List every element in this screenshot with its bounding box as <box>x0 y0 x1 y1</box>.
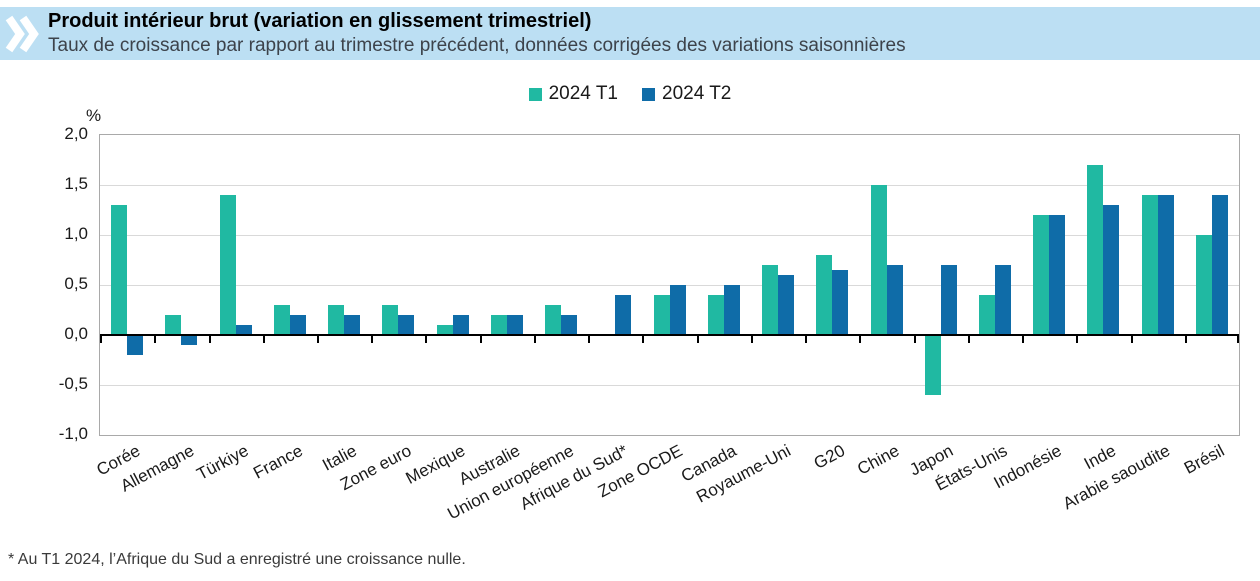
footnote: * Au T1 2024, l’Afrique du Sud a enregis… <box>8 551 466 568</box>
y-axis-unit-label: % <box>86 106 102 125</box>
x-axis-tick <box>100 336 102 343</box>
bar-2024-t2-13 <box>832 270 849 335</box>
bar-2024-t2-6 <box>452 315 469 335</box>
bar-2024-t2-7 <box>506 315 523 335</box>
bar-2024-t1-10 <box>653 295 670 335</box>
bar-2024-t2-10 <box>669 285 686 335</box>
x-axis-tick <box>1184 336 1187 343</box>
bar-2024-t2-20 <box>1211 195 1228 335</box>
bar-2024-t2-0 <box>127 335 144 355</box>
x-axis-tick <box>642 336 645 343</box>
bar-2024-t1-14 <box>870 185 887 335</box>
bar-2024-t2-12 <box>778 275 794 335</box>
bar-2024-t1-6 <box>436 325 453 335</box>
bar-2024-t1-15 <box>924 335 941 395</box>
bar-2024-t1-2 <box>219 195 236 335</box>
gridline <box>100 235 1239 236</box>
legend-item-1: 2024 T1 <box>528 83 618 105</box>
bar-2024-t1-17 <box>1033 215 1050 335</box>
x-axis-tick <box>479 336 482 343</box>
x-axis-tick <box>1130 336 1133 343</box>
x-axis-tick <box>208 336 211 343</box>
gridline <box>100 185 1239 186</box>
x-axis-tick <box>1076 336 1079 343</box>
bar-2024-t1-13 <box>816 255 833 335</box>
x-axis-tick <box>913 336 916 343</box>
x-category-label: France <box>250 441 306 483</box>
double-chevron-right-icon <box>5 15 39 53</box>
x-axis-tick <box>967 336 970 343</box>
header-band: Produit intérieur brut (variation en gli… <box>0 7 1260 60</box>
x-axis-tick <box>317 336 319 343</box>
plot-area <box>99 134 1240 436</box>
chart-title: Produit intérieur brut (variation en gli… <box>48 10 592 32</box>
x-category-label: Brésil <box>1181 441 1228 478</box>
x-category-label: G20 <box>810 441 849 473</box>
bar-2024-t2-8 <box>561 315 577 335</box>
bar-2024-t2-16 <box>994 265 1011 335</box>
x-axis-tick <box>750 336 753 343</box>
y-tick-label: -0,5 <box>58 374 88 393</box>
y-tick-label: -1,0 <box>58 424 88 443</box>
x-axis-tick <box>588 336 591 343</box>
x-category-label: Arabie saoudite <box>1060 441 1174 514</box>
y-tick-label: 1,5 <box>64 174 88 193</box>
bar-2024-t1-20 <box>1195 235 1212 335</box>
bar-2024-t2-5 <box>398 315 415 335</box>
bar-2024-t2-14 <box>886 265 903 335</box>
bar-2024-t1-8 <box>545 305 561 335</box>
bar-2024-t1-19 <box>1141 195 1158 335</box>
y-tick-label: 2,0 <box>64 124 88 143</box>
bar-2024-t1-18 <box>1087 165 1104 335</box>
bar-2024-t2-1 <box>181 335 198 345</box>
bar-2024-t2-2 <box>235 325 252 335</box>
x-axis-tick <box>805 336 808 343</box>
y-tick-label: 1,0 <box>64 224 88 243</box>
x-axis-tick <box>154 336 157 343</box>
bar-2024-t2-18 <box>1103 205 1120 335</box>
bar-2024-t1-1 <box>165 315 182 335</box>
chart-subtitle: Taux de croissance par rapport au trimes… <box>48 35 906 56</box>
x-axis-tick <box>262 336 265 343</box>
legend-swatch <box>642 87 655 101</box>
bar-2024-t2-11 <box>723 285 740 335</box>
bar-2024-t2-9 <box>615 295 632 335</box>
bar-2024-t2-3 <box>289 315 306 335</box>
bar-2024-t1-4 <box>328 305 345 335</box>
x-axis-tick <box>1237 336 1239 343</box>
legend-item-2: 2024 T2 <box>642 83 731 105</box>
legend-label: 2024 T2 <box>662 83 732 104</box>
bar-2024-t1-11 <box>707 295 724 335</box>
x-axis-tick <box>371 336 374 343</box>
x-axis-tick <box>533 336 536 343</box>
x-axis-tick <box>425 336 428 343</box>
legend: 2024 T1 2024 T2 <box>0 83 1260 105</box>
x-category-label: Türkiye <box>193 441 252 484</box>
gridline <box>100 385 1239 386</box>
bar-2024-t1-0 <box>111 205 128 335</box>
x-axis-tick <box>696 336 699 343</box>
bar-2024-t2-19 <box>1157 195 1174 335</box>
x-category-label: Chine <box>854 441 903 479</box>
bar-2024-t1-16 <box>978 295 995 335</box>
y-tick-label: 0,0 <box>64 324 88 343</box>
bar-2024-t2-17 <box>1049 215 1066 335</box>
bar-2024-t1-7 <box>490 315 507 335</box>
legend-swatch <box>528 87 542 101</box>
bar-2024-t1-12 <box>762 265 778 335</box>
bar-2024-t1-3 <box>273 305 290 335</box>
legend-label: 2024 T1 <box>548 83 618 104</box>
bar-2024-t1-5 <box>382 305 399 335</box>
x-category-label: Mexique <box>402 441 469 488</box>
zero-axis-line <box>100 334 1239 336</box>
bar-2024-t2-4 <box>344 315 361 335</box>
bar-2024-t2-15 <box>940 265 957 335</box>
x-axis-tick <box>859 336 862 343</box>
x-axis-tick <box>1022 336 1024 343</box>
y-tick-label: 0,5 <box>64 274 88 293</box>
